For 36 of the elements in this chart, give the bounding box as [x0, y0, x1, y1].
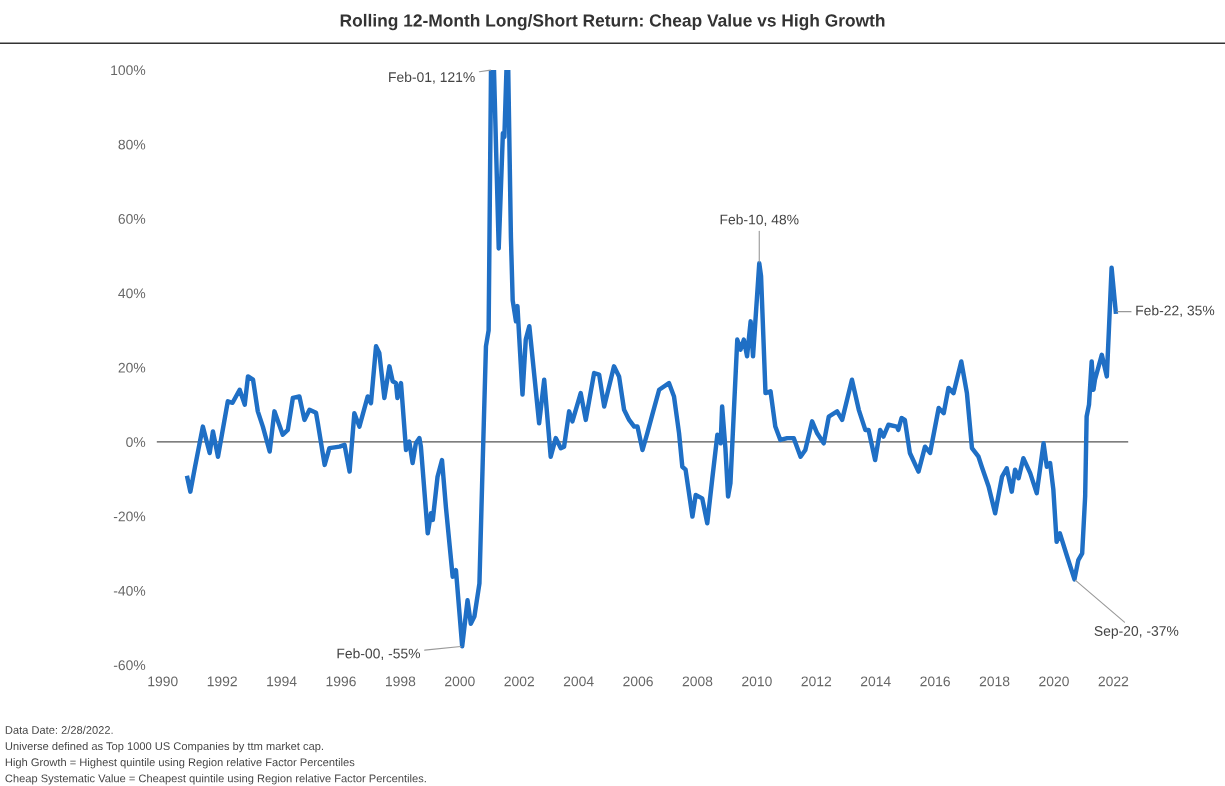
x-tick-label: 2008: [682, 676, 713, 687]
y-tick-label: 20%: [118, 362, 146, 373]
x-tick-label: 2018: [979, 676, 1010, 687]
x-tick-label: 2000: [445, 676, 475, 687]
x-tick-label: 2016: [920, 676, 950, 687]
annotation: Feb-01, 121%: [389, 71, 475, 84]
annotation: Feb-22, 35%: [1136, 305, 1215, 318]
x-tick-label: 1990: [148, 676, 178, 687]
x-tick-label: 2006: [623, 676, 653, 687]
x-tick-label: 1994: [267, 676, 297, 687]
annotation: Feb-10, 48%: [720, 214, 799, 227]
chart-title: Rolling 12-Month Long/Short Return: Cheap Value vs High Growth: [340, 13, 885, 31]
text: High Growth = Highest quintile using Region relative Factor Percentiles: [5, 758, 355, 769]
text: Cheap Systematic Value = Cheapest quintile using Region relative Factor Percentiles.: [5, 774, 426, 785]
x-tick-label: 2010: [742, 676, 772, 687]
y-tick-label: 80%: [118, 139, 146, 150]
y-tick-label: 40%: [118, 288, 146, 299]
y-tick-label: -20%: [113, 511, 146, 522]
text: Data Date: 2/28/2022.: [5, 725, 113, 734]
x-tick-label: 1998: [386, 676, 416, 687]
y-tick-label: 0%: [126, 437, 146, 447]
y-tick-label: 60%: [118, 214, 146, 224]
x-tick-label: 2022: [1098, 676, 1129, 687]
annotation: Sep-20, -37%: [1094, 626, 1179, 639]
x-tick-label: 2012: [801, 676, 832, 687]
x-tick-label: 2020: [1039, 676, 1069, 687]
x-tick-label: 2014: [860, 676, 891, 687]
y-tick-label: -40%: [113, 585, 146, 596]
x-tick-label: 2002: [504, 676, 534, 687]
y-tick-label: -60%: [113, 660, 146, 671]
x-tick-label: 1992: [207, 676, 237, 687]
x-tick-label: 1996: [326, 676, 356, 687]
text: Universe defined as Top 1000 US Companies by ttm market cap.: [5, 741, 323, 753]
x-tick-label: 2004: [563, 676, 594, 687]
y-tick-label: 100%: [111, 65, 146, 76]
annotation: Feb-00, -55%: [337, 648, 421, 661]
